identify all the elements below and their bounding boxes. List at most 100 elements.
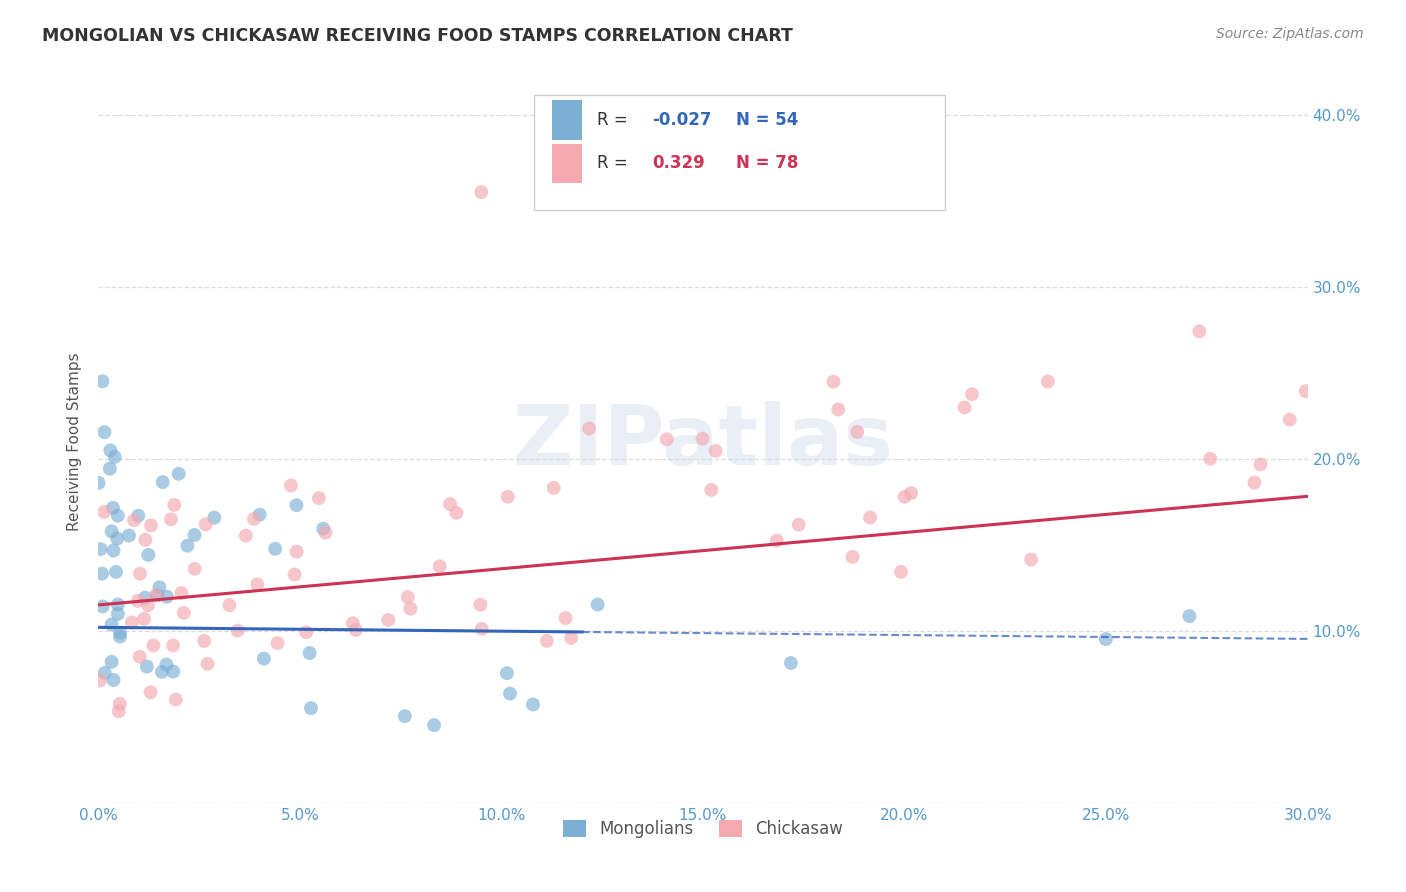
- Text: R =: R =: [596, 154, 633, 172]
- Text: 0.329: 0.329: [652, 154, 704, 172]
- Point: [1178, 609, 1201, 624]
- Point: [399, 601, 422, 615]
- Point: [470, 185, 492, 199]
- Point: [780, 656, 803, 670]
- Legend: Mongolians, Chickasaw: Mongolians, Chickasaw: [557, 814, 849, 845]
- Point: [1295, 384, 1317, 398]
- Point: [285, 544, 308, 558]
- Point: [700, 483, 723, 497]
- Point: [146, 588, 169, 602]
- Point: [103, 673, 125, 687]
- Point: [128, 649, 150, 664]
- Point: [139, 518, 162, 533]
- Point: [377, 613, 399, 627]
- Point: [560, 631, 582, 645]
- Point: [134, 612, 156, 626]
- Point: [170, 586, 193, 600]
- Point: [103, 543, 125, 558]
- Point: [246, 577, 269, 591]
- Point: [129, 566, 152, 581]
- Point: [429, 559, 451, 574]
- Point: [344, 623, 367, 637]
- Point: [184, 562, 207, 576]
- Bar: [551, 144, 582, 183]
- Point: [173, 606, 195, 620]
- Point: [104, 450, 127, 464]
- Point: [145, 588, 167, 602]
- Point: [312, 522, 335, 536]
- Y-axis label: Receiving Food Stamps: Receiving Food Stamps: [67, 352, 83, 531]
- Point: [176, 539, 198, 553]
- Point: [285, 498, 308, 512]
- Point: [1278, 412, 1301, 426]
- Point: [396, 590, 419, 604]
- Point: [1019, 552, 1042, 566]
- Point: [1199, 451, 1222, 466]
- Point: [135, 659, 157, 673]
- Point: [439, 497, 461, 511]
- Point: [787, 517, 810, 532]
- Point: [121, 615, 143, 630]
- Point: [167, 467, 190, 481]
- Point: [893, 490, 915, 504]
- Point: [183, 528, 205, 542]
- Point: [554, 611, 576, 625]
- Point: [823, 375, 845, 389]
- Point: [1188, 324, 1211, 338]
- Point: [193, 634, 215, 648]
- Point: [578, 421, 600, 435]
- Point: [295, 625, 318, 640]
- Point: [496, 490, 519, 504]
- Point: [446, 506, 468, 520]
- Point: [152, 475, 174, 489]
- Bar: [551, 100, 582, 140]
- Point: [122, 513, 145, 527]
- Point: [298, 646, 321, 660]
- Point: [136, 548, 159, 562]
- Point: [953, 401, 976, 415]
- FancyBboxPatch shape: [534, 95, 945, 211]
- Point: [118, 528, 141, 542]
- Point: [470, 598, 492, 612]
- Point: [134, 591, 156, 605]
- Text: R =: R =: [596, 111, 633, 129]
- Point: [93, 505, 115, 519]
- Point: [266, 636, 288, 650]
- Point: [253, 651, 276, 665]
- Point: [202, 510, 225, 524]
- Text: -0.027: -0.027: [652, 111, 711, 129]
- Text: MONGOLIAN VS CHICKASAW RECEIVING FOOD STAMPS CORRELATION CHART: MONGOLIAN VS CHICKASAW RECEIVING FOOD ST…: [42, 27, 793, 45]
- Point: [841, 549, 863, 564]
- Point: [108, 630, 131, 644]
- Point: [108, 697, 131, 711]
- Point: [692, 432, 714, 446]
- Point: [226, 624, 249, 638]
- Point: [94, 665, 117, 680]
- Point: [108, 625, 131, 640]
- Point: [127, 594, 149, 608]
- Point: [1036, 375, 1059, 389]
- Point: [91, 566, 114, 581]
- Point: [900, 486, 922, 500]
- Point: [218, 599, 240, 613]
- Point: [308, 491, 330, 505]
- Point: [100, 655, 122, 669]
- Point: [704, 443, 727, 458]
- Point: [100, 524, 122, 539]
- Point: [100, 443, 122, 458]
- Point: [136, 599, 159, 613]
- Point: [197, 657, 219, 671]
- Point: [471, 622, 494, 636]
- Text: Source: ZipAtlas.com: Source: ZipAtlas.com: [1216, 27, 1364, 41]
- Point: [859, 510, 882, 524]
- Point: [142, 639, 165, 653]
- Point: [194, 517, 217, 532]
- Point: [163, 498, 186, 512]
- Point: [280, 478, 302, 492]
- Point: [101, 500, 124, 515]
- Point: [765, 533, 787, 548]
- Point: [496, 666, 519, 681]
- Point: [890, 565, 912, 579]
- Point: [1250, 458, 1272, 472]
- Point: [235, 528, 257, 542]
